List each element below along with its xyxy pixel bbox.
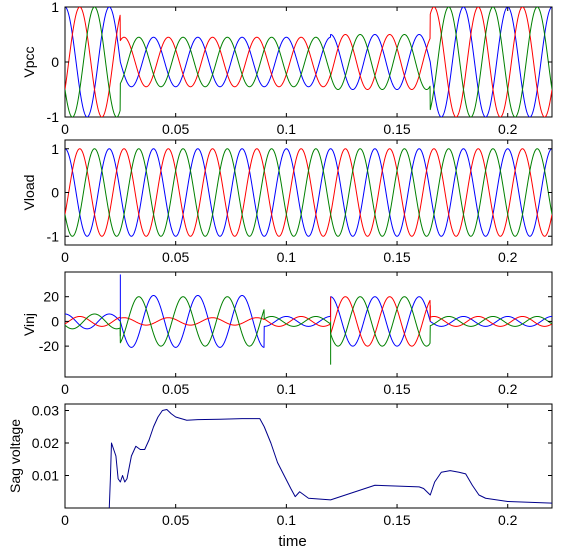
axes-frame <box>64 403 553 509</box>
x-tick-label: 0 <box>61 381 69 397</box>
x-tick-label: 0 <box>61 249 69 265</box>
x-tick-label: 0.05 <box>162 249 189 265</box>
y-axis-label: Vpcc <box>21 46 37 77</box>
y-tick-label: 0 <box>51 185 59 201</box>
chart-panel-4: 0 0.05 0.1 0.15 0.2 0.01 0.02 0.03 Sag voltage ti… <box>7 403 553 550</box>
x-tick-label: 0.15 <box>383 512 410 528</box>
y-axis-label: Vinj <box>21 313 37 336</box>
x-tick-label: 0.1 <box>277 512 297 528</box>
x-tick-label: 0.15 <box>383 121 410 137</box>
x-tick-label: 0.05 <box>162 381 189 397</box>
x-tick-label: 0.15 <box>383 249 410 265</box>
axes-frame <box>64 6 553 118</box>
y-tick-label: -1 <box>47 228 60 244</box>
x-tick-label: 0.2 <box>498 512 518 528</box>
traces <box>65 274 552 365</box>
y-tick-label: 0.01 <box>32 468 59 484</box>
y-axis-label: Sag voltage <box>7 419 23 493</box>
x-tick-label: 0.1 <box>277 121 297 137</box>
axes-frame <box>64 139 553 246</box>
chart-panel-3: 0 0.05 0.1 0.15 0.2 -20 0 20 Vinj <box>21 271 553 397</box>
y-tick-label: 0.02 <box>32 435 59 451</box>
y-tick-label: 0.03 <box>32 403 59 419</box>
y-tick-label: -20 <box>39 338 59 354</box>
x-axis-label: time <box>278 533 306 550</box>
series-line-1 <box>108 409 552 508</box>
traces <box>65 7 552 117</box>
x-tick-label: 0 <box>61 512 69 528</box>
y-axis-label: Vload <box>21 175 37 211</box>
x-tick-label: 0.05 <box>162 121 189 137</box>
x-tick-label: 0.2 <box>498 381 518 397</box>
x-tick-label: 0.15 <box>383 381 410 397</box>
y-tick-label: 0 <box>51 313 59 329</box>
x-tick-label: 0.1 <box>277 381 297 397</box>
y-tick-label: -1 <box>47 109 60 125</box>
series-line-3 <box>65 148 552 237</box>
traces <box>65 148 552 237</box>
x-tick-label: 0.05 <box>162 512 189 528</box>
series-line-3 <box>65 7 552 117</box>
traces <box>108 409 552 508</box>
x-tick-label: 0 <box>61 121 69 137</box>
x-tick-label: 0.1 <box>277 249 297 265</box>
series-line-3 <box>65 296 552 347</box>
y-tick-label: 1 <box>51 0 59 15</box>
x-tick-label: 0.2 <box>498 121 518 137</box>
x-tick-label: 0.2 <box>498 249 518 265</box>
y-tick-label: 20 <box>43 289 59 305</box>
y-tick-label: 1 <box>51 141 59 157</box>
axes-frame <box>64 271 553 378</box>
y-tick-label: 0 <box>51 54 59 70</box>
